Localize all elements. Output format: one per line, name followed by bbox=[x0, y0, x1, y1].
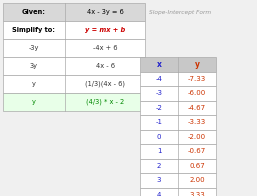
Text: -1: -1 bbox=[155, 119, 162, 125]
Text: 3y: 3y bbox=[30, 63, 38, 69]
Text: 1: 1 bbox=[157, 148, 161, 154]
Text: x: x bbox=[157, 60, 161, 69]
Text: Given:: Given: bbox=[22, 9, 46, 15]
Text: -7.33: -7.33 bbox=[188, 76, 206, 82]
Text: -2: -2 bbox=[155, 105, 162, 111]
Bar bbox=[3, 75, 145, 93]
Bar bbox=[140, 57, 216, 72]
Bar bbox=[140, 72, 216, 86]
Text: -4.67: -4.67 bbox=[188, 105, 206, 111]
Text: -4: -4 bbox=[155, 76, 162, 82]
Bar bbox=[3, 39, 145, 57]
Text: 2: 2 bbox=[157, 163, 161, 169]
Bar bbox=[140, 130, 216, 144]
Text: -2.00: -2.00 bbox=[188, 134, 206, 140]
Text: 0.67: 0.67 bbox=[189, 163, 205, 169]
Text: y = mx + b: y = mx + b bbox=[85, 27, 125, 33]
Bar bbox=[140, 86, 216, 101]
Text: 3.33: 3.33 bbox=[189, 192, 205, 196]
Text: 2.00: 2.00 bbox=[189, 177, 205, 183]
Text: y: y bbox=[195, 60, 199, 69]
Text: -3y: -3y bbox=[29, 45, 39, 51]
Text: -3.33: -3.33 bbox=[188, 119, 206, 125]
Text: -3: -3 bbox=[155, 90, 162, 96]
Text: Slope-Intercept Form: Slope-Intercept Form bbox=[149, 9, 211, 15]
Bar bbox=[140, 188, 216, 196]
Text: 3: 3 bbox=[157, 177, 161, 183]
Text: -6.00: -6.00 bbox=[188, 90, 206, 96]
Text: Simplify to:: Simplify to: bbox=[13, 27, 56, 33]
Bar bbox=[140, 115, 216, 130]
Text: (4/3) * x - 2: (4/3) * x - 2 bbox=[86, 99, 124, 105]
Text: -4x + 6: -4x + 6 bbox=[93, 45, 117, 51]
Bar bbox=[140, 144, 216, 159]
Text: 4: 4 bbox=[157, 192, 161, 196]
Bar bbox=[3, 93, 145, 111]
Text: -0.67: -0.67 bbox=[188, 148, 206, 154]
Bar bbox=[3, 57, 145, 75]
Text: 4x - 3y = 6: 4x - 3y = 6 bbox=[87, 9, 123, 15]
Text: y: y bbox=[32, 99, 36, 105]
Text: 0: 0 bbox=[157, 134, 161, 140]
Text: 4x - 6: 4x - 6 bbox=[96, 63, 115, 69]
Bar bbox=[140, 173, 216, 188]
Bar bbox=[3, 3, 145, 21]
Text: (1/3)(4x - 6): (1/3)(4x - 6) bbox=[85, 81, 125, 87]
Bar bbox=[140, 101, 216, 115]
Bar bbox=[3, 21, 145, 39]
Text: y: y bbox=[32, 81, 36, 87]
Bar bbox=[140, 159, 216, 173]
